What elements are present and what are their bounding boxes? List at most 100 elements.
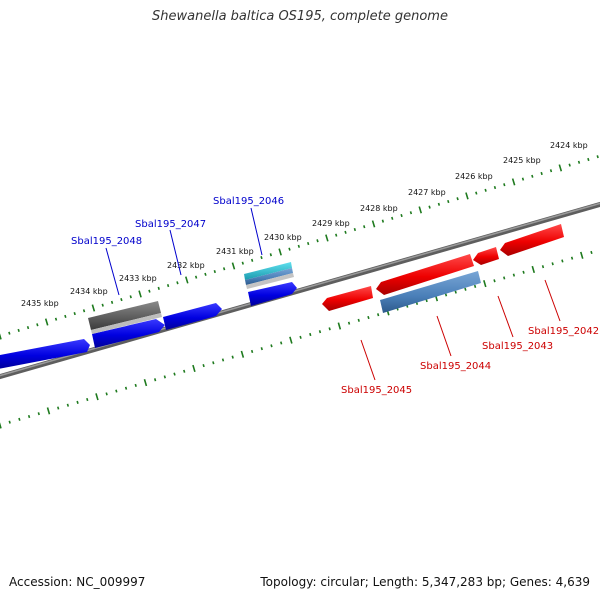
outer-minor-tick [17, 328, 20, 332]
label-sbal195-2047: Sbal195_2047 [135, 219, 206, 230]
outer-minor-tick [381, 219, 385, 223]
inner-minor-tick [37, 412, 40, 416]
outer-major-tick [0, 333, 2, 340]
map-title: Shewanella baltica OS195, complete genom… [152, 9, 448, 24]
inner-minor-tick [134, 383, 137, 387]
inner-minor-tick [347, 321, 351, 325]
gene-sbal195-2042[interactable] [500, 224, 564, 256]
outer-minor-tick [335, 233, 338, 237]
scale-label-2434: 2434 kbp [70, 287, 108, 296]
outer-minor-tick [241, 261, 244, 265]
scale-label-2435: 2435 kbp [21, 299, 59, 308]
gene-rna-gray[interactable] [88, 301, 162, 334]
inner-minor-tick [270, 344, 273, 348]
connector-2044 [436, 315, 452, 357]
outer-minor-tick [176, 281, 179, 285]
inner-minor-tick [590, 250, 593, 255]
outer-major-tick [465, 192, 469, 200]
gene-sbal195-2048[interactable] [92, 319, 165, 348]
outer-major-tick [185, 276, 189, 284]
outer-minor-tick [531, 174, 534, 178]
inner-minor-tick [512, 273, 516, 277]
label-sbal195-2044: Sbal195_2044 [420, 361, 491, 372]
inner-minor-tick [8, 420, 11, 424]
inner-minor-tick [464, 287, 467, 291]
label-sbal195-2048: Sbal195_2048 [71, 236, 142, 247]
outer-major-tick [44, 318, 49, 326]
outer-minor-tick [400, 213, 403, 218]
inner-minor-tick [570, 256, 574, 260]
outer-minor-tick [596, 155, 599, 159]
gene-reverse-long[interactable] [376, 254, 474, 295]
inner-minor-tick [27, 414, 31, 419]
outer-major-tick [371, 220, 376, 228]
connector-2048 [105, 247, 120, 296]
inner-minor-tick [522, 270, 525, 274]
inner-minor-tick [357, 318, 360, 322]
gene-labels: Sbal195_2048 Sbal195_2047 Sbal195_2046 S… [71, 196, 599, 396]
outer-minor-tick [101, 303, 104, 307]
gene-sbal195-2047[interactable] [163, 303, 222, 330]
outer-minor-tick [437, 202, 441, 206]
inner-minor-tick [444, 293, 448, 297]
inner-major-tick [580, 251, 584, 259]
inner-minor-tick [173, 372, 176, 376]
genome-backbone-highlight [0, 202, 600, 377]
inner-minor-tick [250, 349, 254, 354]
inner-major-tick [143, 378, 148, 387]
inner-major-tick [192, 364, 196, 373]
inner-major-tick [289, 336, 293, 344]
gene-forward-left[interactable] [0, 339, 90, 369]
outer-minor-tick [213, 269, 216, 274]
outer-minor-tick [148, 289, 151, 293]
scale-labels: 2424 kbp 2425 kbp 2426 kbp 2427 kbp 2428… [21, 141, 588, 308]
inner-minor-tick [376, 313, 380, 317]
gene-sbal195-2044[interactable] [380, 271, 481, 313]
outer-minor-tick [577, 160, 581, 164]
forward-strand-genes [0, 262, 297, 369]
inner-minor-tick [299, 335, 302, 339]
label-connectors [105, 207, 561, 381]
outer-minor-tick [288, 247, 291, 251]
outer-tick-ring [0, 155, 599, 340]
genome-backbone [0, 201, 600, 380]
outer-minor-tick [540, 171, 543, 176]
gene-sbal195-2046[interactable] [248, 282, 297, 306]
inner-minor-tick [328, 327, 331, 331]
outer-minor-tick [297, 244, 301, 248]
outer-minor-tick [64, 314, 67, 318]
outer-minor-tick [456, 197, 459, 201]
outer-minor-tick [26, 326, 30, 330]
gene-rna-stack[interactable] [244, 262, 294, 289]
inner-major-tick [483, 280, 487, 288]
scale-label-2424: 2424 kbp [550, 141, 588, 150]
connector-2043 [497, 295, 514, 338]
outer-minor-tick [129, 295, 132, 299]
topology-summary: Topology: circular; Length: 5,347,283 bp… [260, 575, 590, 589]
inner-minor-tick [183, 369, 186, 373]
inner-minor-tick [163, 375, 166, 379]
inner-minor-tick [202, 364, 205, 368]
scale-label-2429: 2429 kbp [312, 219, 350, 228]
outer-minor-tick [353, 227, 357, 232]
scale-label-2428: 2428 kbp [360, 204, 398, 213]
inner-minor-tick [124, 386, 128, 390]
connector-2042 [544, 279, 561, 322]
outer-major-tick [91, 304, 96, 312]
inner-minor-tick [86, 397, 89, 402]
gene-sbal195-2043[interactable] [473, 247, 499, 265]
inner-minor-tick [221, 358, 225, 362]
inner-minor-tick [115, 389, 118, 393]
inner-minor-tick [66, 403, 70, 407]
inner-minor-tick [280, 341, 283, 345]
outer-minor-tick [166, 283, 170, 288]
outer-minor-tick [475, 191, 478, 195]
gene-sbal195-2045[interactable] [322, 286, 373, 311]
inner-minor-tick [454, 290, 457, 294]
outer-major-tick [418, 206, 423, 214]
outer-major-tick [511, 178, 516, 186]
outer-minor-tick [260, 255, 263, 260]
outer-minor-tick [428, 205, 431, 209]
inner-major-tick [0, 422, 2, 429]
inner-major-tick [531, 265, 536, 274]
